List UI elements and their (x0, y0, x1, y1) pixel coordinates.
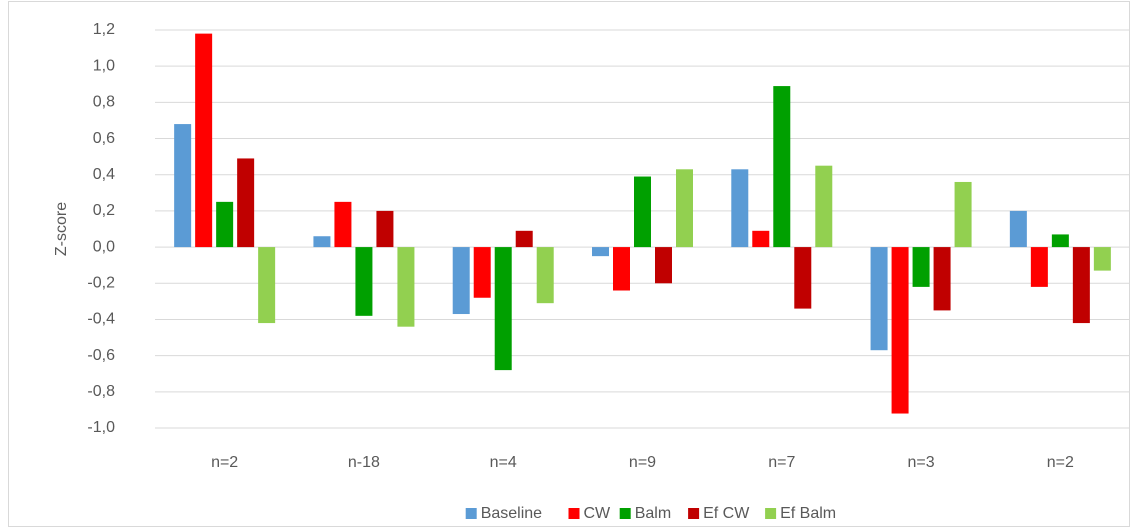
x-tick-label: n=2 (1047, 454, 1074, 471)
bar (376, 210, 394, 248)
bar (1093, 247, 1111, 271)
y-tick-label: 0,2 (93, 202, 115, 219)
bar (870, 247, 888, 351)
x-tick-label: n=9 (629, 454, 656, 471)
y-tick-label: -0,8 (87, 383, 115, 400)
bar (334, 201, 352, 248)
y-tick-label: -1,0 (87, 419, 115, 436)
bar (592, 247, 609, 257)
bar (676, 169, 693, 248)
x-tick-label: n-18 (348, 454, 380, 471)
legend-label: CW (584, 505, 612, 522)
bar (731, 169, 749, 248)
bar (1072, 247, 1090, 324)
legend-swatch (619, 508, 631, 519)
y-tick-label: 0,8 (93, 94, 115, 111)
y-tick-label: 1,0 (93, 57, 115, 74)
x-tick-label: n=4 (490, 454, 517, 471)
bar (216, 201, 234, 248)
legend-label: Ef CW (703, 505, 750, 522)
bar (494, 247, 512, 371)
legend-swatch (688, 508, 700, 519)
y-axis-label: Z-score (53, 202, 70, 256)
bar (237, 158, 255, 248)
chart-border (8, 1, 1130, 527)
y-tick-label: -0,4 (87, 311, 115, 328)
legend-label: Baseline (481, 505, 542, 522)
bar (912, 247, 930, 287)
bar (258, 247, 276, 324)
bar (1030, 247, 1048, 287)
bar (174, 124, 192, 248)
legend-swatch (765, 508, 777, 519)
y-tick-label: -0,2 (87, 274, 115, 291)
y-tick-label: 0,6 (93, 130, 115, 147)
x-tick-label: n=3 (908, 454, 935, 471)
bar (634, 176, 651, 248)
bar (1009, 210, 1027, 248)
bar (613, 247, 630, 291)
bar (655, 247, 672, 284)
y-tick-label: 1,2 (93, 21, 115, 38)
bar (954, 181, 972, 248)
bar (355, 247, 373, 316)
bar (515, 230, 533, 248)
legend-swatch (465, 508, 477, 519)
x-tick-label: n=2 (211, 454, 238, 471)
bar (891, 247, 909, 414)
y-tick-label: 0,0 (93, 238, 115, 255)
bar (313, 236, 331, 248)
bar (536, 247, 554, 304)
bar (752, 230, 770, 248)
bar (773, 86, 791, 248)
bar (815, 165, 833, 248)
bar (195, 33, 213, 248)
y-tick-label: -0,6 (87, 347, 115, 364)
legend-label: Ef Balm (780, 505, 836, 522)
bar (933, 247, 951, 311)
bar (397, 247, 415, 327)
y-tick-label: 0,4 (93, 166, 115, 183)
bar (452, 247, 470, 315)
bar (473, 247, 491, 298)
legend-label: Balm (635, 505, 671, 522)
bar (1051, 234, 1069, 248)
x-tick-label: n=7 (768, 454, 795, 471)
bar (794, 247, 812, 309)
legend-swatch (568, 508, 580, 519)
